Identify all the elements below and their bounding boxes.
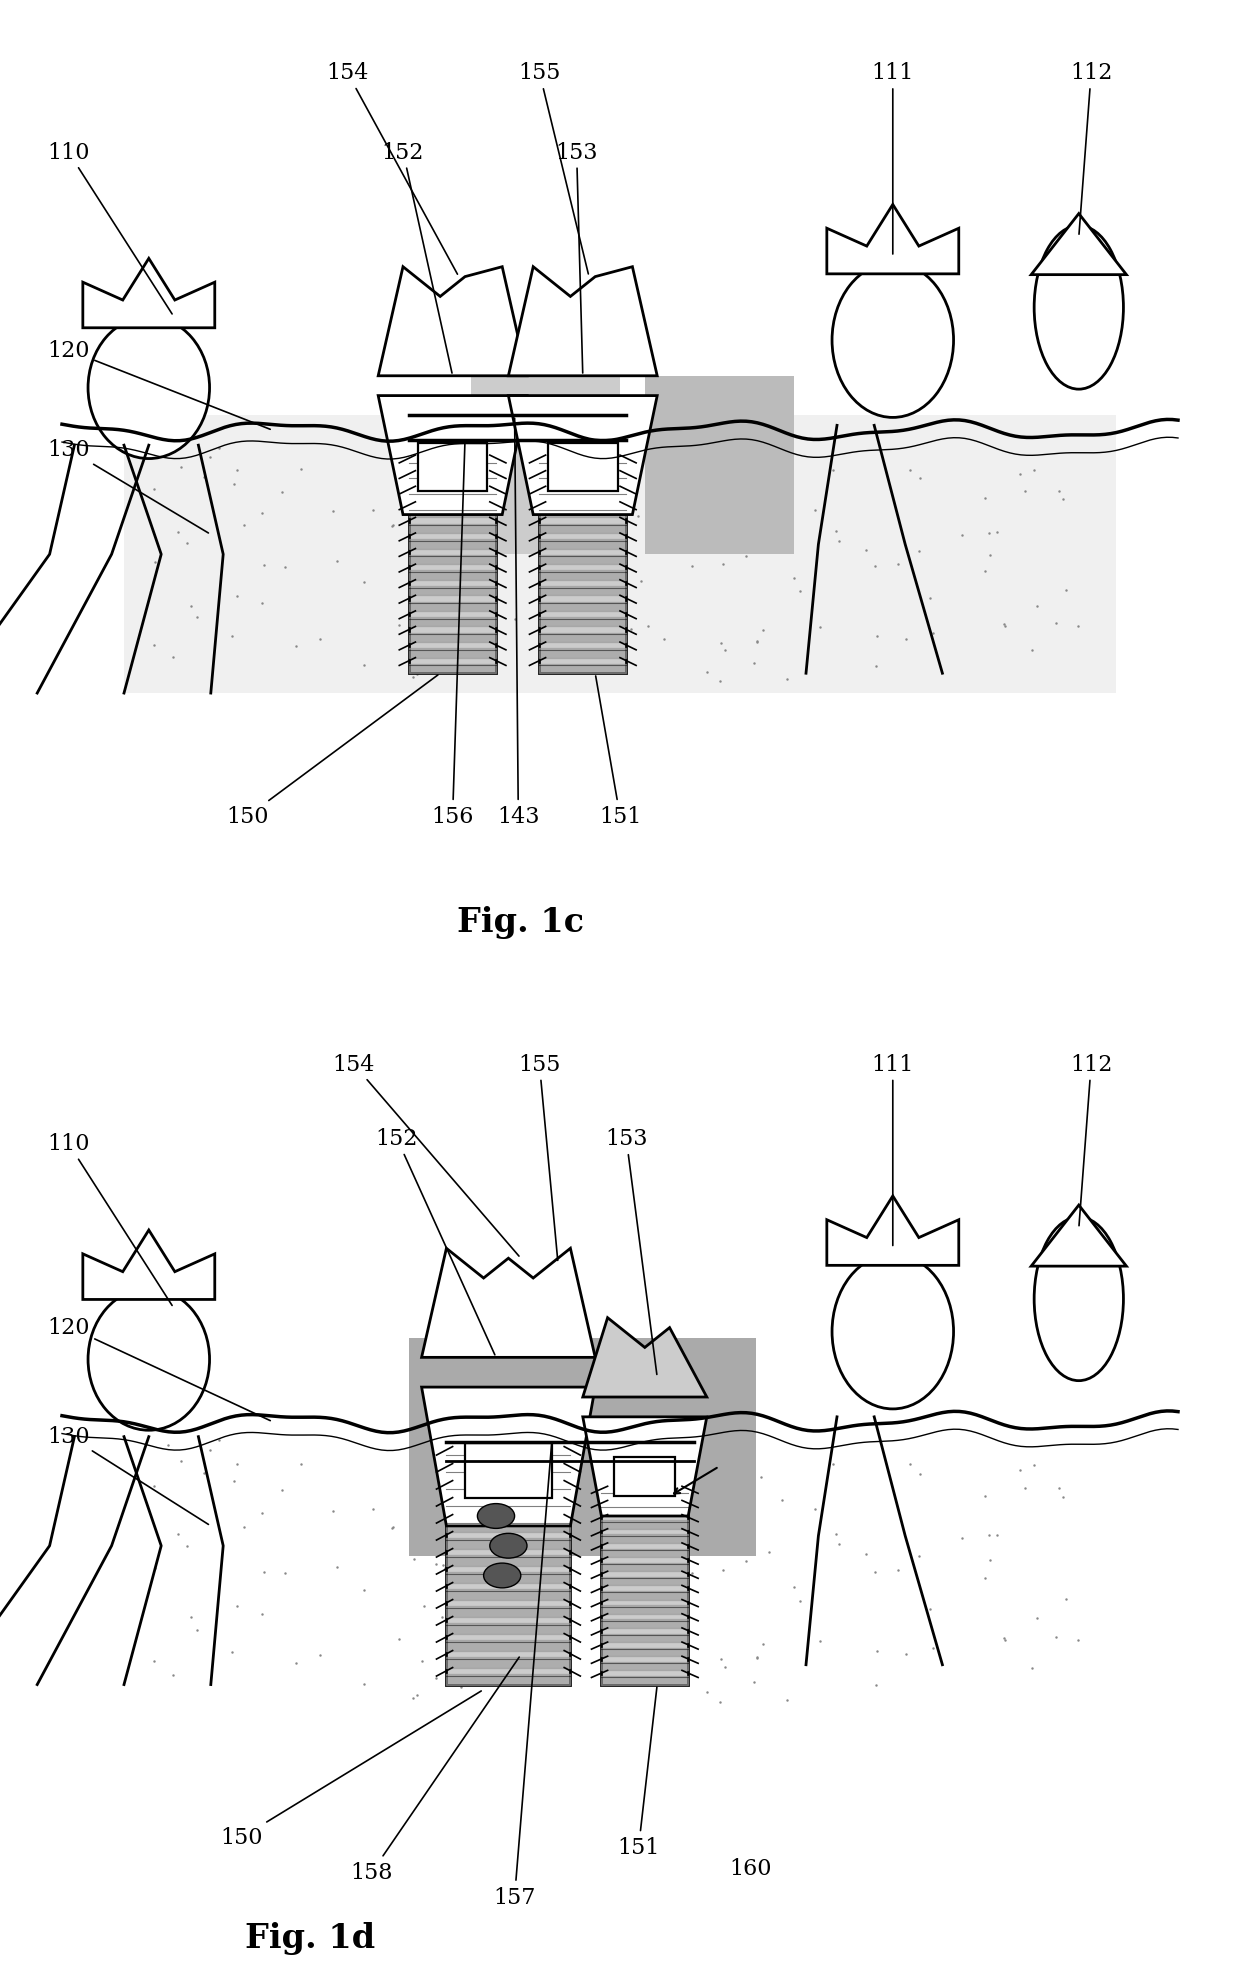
Text: 151: 151 (618, 1687, 660, 1859)
Text: 152: 152 (382, 141, 453, 375)
Text: 143: 143 (497, 418, 539, 828)
Polygon shape (1032, 214, 1126, 275)
Polygon shape (1032, 1205, 1126, 1266)
Text: 150: 150 (227, 676, 438, 828)
Text: Fig. 1d: Fig. 1d (246, 1921, 374, 1954)
Polygon shape (827, 206, 959, 275)
Text: 160: 160 (729, 1857, 771, 1879)
Text: 155: 155 (518, 1052, 560, 1261)
Polygon shape (378, 268, 527, 377)
Text: 153: 153 (605, 1128, 657, 1376)
Ellipse shape (832, 1255, 954, 1409)
Bar (418, 444, 487, 492)
Polygon shape (583, 1417, 707, 1516)
Ellipse shape (88, 317, 210, 460)
Text: 156: 156 (432, 444, 474, 828)
Polygon shape (378, 396, 527, 515)
Bar (446, 1447, 570, 1685)
Bar (409, 456, 496, 674)
Bar (124, 416, 1116, 694)
Polygon shape (508, 268, 657, 377)
Text: 154: 154 (332, 1052, 520, 1257)
Polygon shape (83, 1231, 215, 1300)
FancyBboxPatch shape (409, 1338, 756, 1556)
Text: 130: 130 (47, 1425, 208, 1524)
Ellipse shape (88, 1288, 210, 1431)
Bar (601, 1486, 688, 1685)
Ellipse shape (484, 1564, 521, 1588)
Bar (539, 456, 626, 674)
Text: 120: 120 (47, 339, 270, 430)
Ellipse shape (1034, 1217, 1123, 1381)
Polygon shape (583, 1318, 707, 1397)
Text: 110: 110 (47, 1132, 172, 1306)
Text: 110: 110 (47, 141, 172, 315)
Text: 152: 152 (376, 1128, 495, 1356)
Text: 112: 112 (1070, 1052, 1112, 1227)
Polygon shape (827, 1197, 959, 1266)
Bar (548, 444, 618, 492)
Text: 158: 158 (351, 1657, 520, 1883)
Text: 153: 153 (556, 141, 598, 375)
Text: 111: 111 (872, 61, 914, 256)
Polygon shape (422, 1249, 595, 1358)
Text: Fig. 1c: Fig. 1c (458, 906, 584, 937)
FancyBboxPatch shape (645, 377, 794, 555)
Ellipse shape (832, 264, 954, 418)
Text: 120: 120 (47, 1316, 270, 1421)
Text: 151: 151 (595, 676, 641, 828)
Polygon shape (83, 260, 215, 329)
FancyBboxPatch shape (471, 377, 620, 555)
Polygon shape (508, 396, 657, 515)
Bar (465, 1443, 552, 1498)
Ellipse shape (477, 1504, 515, 1528)
Text: 111: 111 (872, 1052, 914, 1247)
Ellipse shape (1034, 226, 1123, 390)
Text: 155: 155 (518, 61, 588, 275)
Ellipse shape (490, 1534, 527, 1558)
Text: 112: 112 (1070, 61, 1112, 236)
Text: 130: 130 (47, 438, 208, 533)
Text: 154: 154 (326, 61, 458, 275)
Text: 150: 150 (221, 1691, 481, 1849)
Text: 157: 157 (494, 1445, 552, 1909)
Polygon shape (422, 1387, 595, 1526)
Bar (614, 1457, 675, 1496)
